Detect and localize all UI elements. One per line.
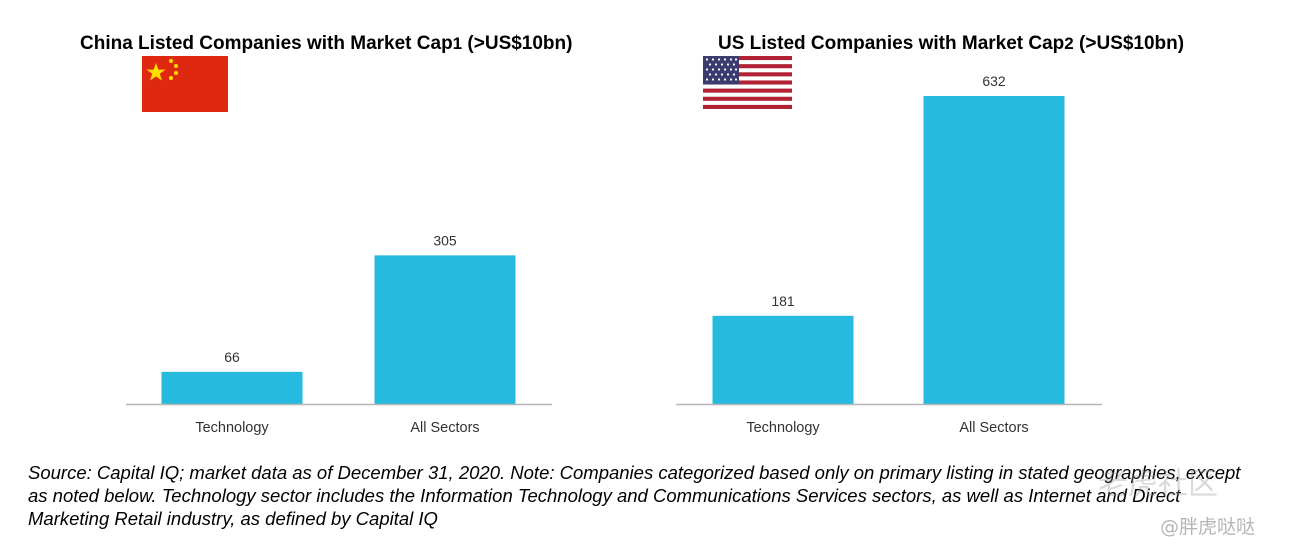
china-category-label: Technology	[195, 420, 269, 436]
china-chart-title-suffix: (>US$10bn)	[462, 33, 573, 54]
china-chart-title-footnote: 1	[452, 34, 463, 53]
us-chart-title-footnote: 2	[1064, 34, 1074, 53]
china-bar-technology	[161, 371, 303, 404]
us-data-label: 632	[982, 73, 1006, 89]
us-flag-icon	[703, 56, 792, 109]
source-note: Source: Capital IQ; market data as of De…	[28, 462, 1241, 529]
us-data-label: 181	[771, 293, 795, 309]
china-data-label: 305	[433, 232, 457, 248]
china-category-label: All Sectors	[410, 420, 479, 436]
us-bar-technology	[712, 315, 854, 404]
china-flag-icon	[142, 56, 228, 112]
us-category-label: Technology	[746, 420, 820, 436]
watermark-username: @胖虎哒哒	[1160, 516, 1256, 538]
us-category-label: All Sectors	[959, 420, 1028, 436]
china-chart-title: China Listed Companies with Market Cap1 …	[80, 33, 572, 55]
us-chart-title-text: US Listed Companies with Market Cap	[718, 33, 1065, 54]
china-chart-title-text: China Listed Companies with Market Cap	[80, 33, 453, 54]
watermark-logo: 老虎社区	[1098, 467, 1218, 502]
us-chart-title-suffix: (>US$10bn)	[1073, 33, 1185, 54]
us-bar-all-sectors	[923, 96, 1065, 404]
china-data-label: 66	[224, 349, 240, 365]
china-bar-all-sectors	[374, 255, 516, 404]
us-chart-title: US Listed Companies with Market Cap2 (>U…	[718, 33, 1184, 55]
